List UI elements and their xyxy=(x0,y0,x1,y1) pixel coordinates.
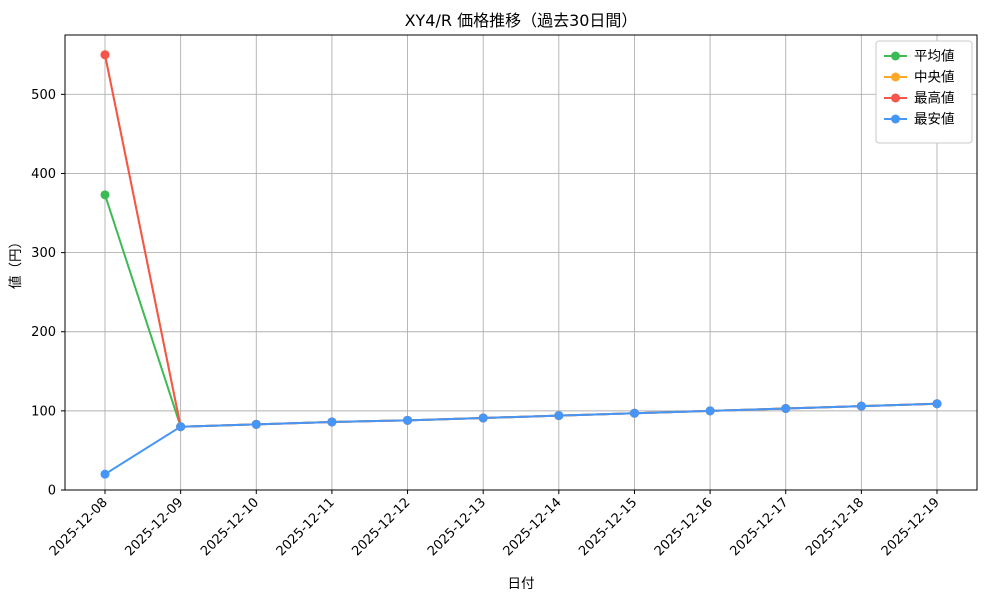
legend-label-mean: 平均値 xyxy=(914,49,955,65)
y-tick-label: 400 xyxy=(31,167,56,182)
series-marker-min xyxy=(781,403,791,413)
axes-spines xyxy=(64,34,978,491)
legend-item-max: 最高値 xyxy=(884,90,955,107)
y-tick-label: 200 xyxy=(31,325,56,340)
x-tick-label: 2025-12-10 xyxy=(198,495,262,559)
x-tick-label: 2025-12-14 xyxy=(501,495,565,559)
series-min xyxy=(100,399,942,479)
y-tick-label: 100 xyxy=(31,404,56,419)
x-tick-label: 2025-12-18 xyxy=(803,495,867,559)
series-marker-min xyxy=(932,399,942,409)
legend-box xyxy=(875,40,973,144)
series-marker-min xyxy=(403,415,413,425)
x-tick-label: 2025-12-16 xyxy=(652,495,716,559)
legend-item-median: 中央値 xyxy=(884,70,955,86)
legend-marker-median xyxy=(891,72,900,82)
grid-layer xyxy=(65,35,977,491)
series-marker-mean xyxy=(100,190,110,200)
plot-layer xyxy=(100,50,942,479)
legend-label-max: 最高値 xyxy=(914,90,955,107)
series-marker-min xyxy=(554,411,564,421)
y-tick-label: 500 xyxy=(31,88,56,103)
x-tick-label: 2025-12-12 xyxy=(349,495,413,559)
x-tick-label: 2025-12-19 xyxy=(879,495,943,559)
y-tick-label: 0 xyxy=(48,484,56,499)
series-marker-min xyxy=(251,419,261,429)
series-marker-min xyxy=(856,401,866,411)
chart-title: XY4/R 価格推移（過去30日間） xyxy=(405,11,638,30)
series-marker-min xyxy=(176,422,186,432)
series-marker-min xyxy=(705,406,715,416)
legend-label-median: 中央値 xyxy=(914,70,955,86)
x-tick-label: 2025-12-11 xyxy=(274,495,338,559)
legend-marker-mean xyxy=(891,51,900,61)
x-tick-label: 2025-12-17 xyxy=(728,495,792,559)
legend-item-mean: 平均値 xyxy=(884,49,955,65)
legend-marker-min xyxy=(891,114,900,124)
x-axis-label: 日付 xyxy=(508,576,535,592)
series-line-min xyxy=(104,402,938,476)
plot-background xyxy=(65,35,977,490)
x-tick-label: 2025-12-13 xyxy=(425,495,489,559)
series-marker-min xyxy=(100,469,110,479)
x-tick-label: 2025-12-15 xyxy=(576,495,640,559)
series-marker-min xyxy=(478,413,488,423)
y-axis-label: 値（円） xyxy=(8,235,24,289)
series-marker-max xyxy=(100,50,110,60)
legend-label-min: 最安値 xyxy=(914,112,955,128)
legend-marker-max xyxy=(891,93,900,103)
series-marker-min xyxy=(327,417,337,427)
x-tick-label: 2025-12-09 xyxy=(122,495,186,559)
legend-item-min: 最安値 xyxy=(884,112,955,128)
x-tick-label: 2025-12-08 xyxy=(47,495,111,559)
series-marker-min xyxy=(629,408,639,418)
y-tick-label: 300 xyxy=(31,246,56,261)
